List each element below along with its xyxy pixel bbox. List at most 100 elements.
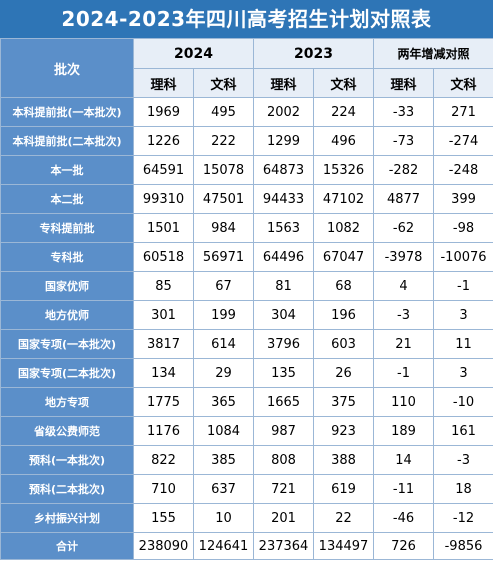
table-cell: -10076 <box>432 242 493 272</box>
batch-name: 专科提前批 <box>0 213 134 243</box>
arts-header-2024: 文科 <box>193 68 254 98</box>
arts-header-diff: 文科 <box>432 68 493 98</box>
table-cell: -1 <box>432 271 493 301</box>
table-cell: 67047 <box>313 242 374 272</box>
table-cell: 365 <box>193 387 254 417</box>
table-row: 地方优师 301 199 304 196 -3 3 <box>0 300 493 330</box>
table-cell: 1665 <box>253 387 314 417</box>
table-cell: 22 <box>313 503 374 533</box>
table-cell: -11 <box>373 474 434 504</box>
table-cell: 201 <box>253 503 314 533</box>
table-cell: 399 <box>432 184 493 214</box>
table-cell: 1226 <box>133 126 194 156</box>
batch-name: 合计 <box>0 532 134 560</box>
table-cell: 60518 <box>133 242 194 272</box>
batch-header: 批次 <box>0 38 134 98</box>
year-2023-header: 2023 <box>253 38 374 69</box>
table-cell: -33 <box>373 97 434 127</box>
table-cell: 81 <box>253 271 314 301</box>
table-cell: 388 <box>313 445 374 475</box>
table-row: 本科提前批(一本批次) 1969 495 2002 224 -33 271 <box>0 97 493 127</box>
table-cell: 4877 <box>373 184 434 214</box>
table-cell: 222 <box>193 126 254 156</box>
table-cell: 134497 <box>313 532 374 560</box>
table-cell: -10 <box>432 387 493 417</box>
table-cell: -98 <box>432 213 493 243</box>
table-cell: 3 <box>432 300 493 330</box>
table-row: 预科(一本批次) 822 385 808 388 14 -3 <box>0 445 493 475</box>
table-cell: 603 <box>313 329 374 359</box>
table-cell: 68 <box>313 271 374 301</box>
table-cell: 375 <box>313 387 374 417</box>
table-cell: 4 <box>373 271 434 301</box>
table-row: 预科(二本批次) 710 637 721 619 -11 18 <box>0 474 493 504</box>
batch-name: 预科(二本批次) <box>0 474 134 504</box>
table-cell: 67 <box>193 271 254 301</box>
table-cell: -3 <box>373 300 434 330</box>
table-cell: -248 <box>432 155 493 185</box>
batch-name: 乡村振兴计划 <box>0 503 134 533</box>
table-cell: 1084 <box>193 416 254 446</box>
table-cell: 134 <box>133 358 194 388</box>
table-cell: 1176 <box>133 416 194 446</box>
table-cell: 1082 <box>313 213 374 243</box>
table-cell: 614 <box>193 329 254 359</box>
table-cell: 923 <box>313 416 374 446</box>
table-row: 省级公费师范 1176 1084 987 923 189 161 <box>0 416 493 446</box>
table-row: 本一批 64591 15078 64873 15326 -282 -248 <box>0 155 493 185</box>
table-cell: 64873 <box>253 155 314 185</box>
table-cell: 822 <box>133 445 194 475</box>
science-header-2024: 理科 <box>133 68 194 98</box>
table-cell: -46 <box>373 503 434 533</box>
table-cell: 304 <box>253 300 314 330</box>
table-cell: 271 <box>432 97 493 127</box>
table-cell: 29 <box>193 358 254 388</box>
batch-name: 地方专项 <box>0 387 134 417</box>
table-row: 乡村振兴计划 155 10 201 22 -46 -12 <box>0 503 493 533</box>
page-title: 2024-2023年四川高考招生计划对照表 <box>0 0 493 38</box>
batch-name: 本一批 <box>0 155 134 185</box>
table-row: 合计 238090 124641 237364 134497 726 -9856 <box>0 532 493 560</box>
table-cell: 224 <box>313 97 374 127</box>
table-cell: 21 <box>373 329 434 359</box>
table-row: 国家优师 85 67 81 68 4 -1 <box>0 271 493 301</box>
table-cell: 155 <box>133 503 194 533</box>
table-cell: 987 <box>253 416 314 446</box>
table-row: 专科提前批 1501 984 1563 1082 -62 -98 <box>0 213 493 243</box>
table-cell: -3978 <box>373 242 434 272</box>
batch-name: 本科提前批(一本批次) <box>0 97 134 127</box>
table-cell: -274 <box>432 126 493 156</box>
table-cell: -1 <box>373 358 434 388</box>
table-cell: -9856 <box>432 532 493 560</box>
table-cell: 637 <box>193 474 254 504</box>
table-cell: 726 <box>373 532 434 560</box>
batch-name: 国家专项(一本批次) <box>0 329 134 359</box>
science-header-2023: 理科 <box>253 68 314 98</box>
table-cell: 10 <box>193 503 254 533</box>
table-cell: 1775 <box>133 387 194 417</box>
table-row: 本科提前批(二本批次) 1226 222 1299 496 -73 -274 <box>0 126 493 156</box>
table-row: 地方专项 1775 365 1665 375 110 -10 <box>0 387 493 417</box>
table-cell: 26 <box>313 358 374 388</box>
table-cell: 721 <box>253 474 314 504</box>
table-row: 国家专项(二本批次) 134 29 135 26 -1 3 <box>0 358 493 388</box>
table-cell: 15078 <box>193 155 254 185</box>
table-cell: 110 <box>373 387 434 417</box>
table-cell: 64591 <box>133 155 194 185</box>
table-row: 国家专项(一本批次) 3817 614 3796 603 21 11 <box>0 329 493 359</box>
table-cell: 135 <box>253 358 314 388</box>
table-cell: 3817 <box>133 329 194 359</box>
table-cell: 1563 <box>253 213 314 243</box>
table-cell: 301 <box>133 300 194 330</box>
table-row: 本二批 99310 47501 94433 47102 4877 399 <box>0 184 493 214</box>
table-cell: 47501 <box>193 184 254 214</box>
batch-name: 国家优师 <box>0 271 134 301</box>
table-row: 专科批 60518 56971 64496 67047 -3978 -10076 <box>0 242 493 272</box>
table-cell: 1969 <box>133 97 194 127</box>
plan-table: 批次 2024 2023 两年增减对照 理科 文科 理科 文科 理科 文科 本科… <box>0 38 493 560</box>
table-cell: 85 <box>133 271 194 301</box>
table-cell: 1501 <box>133 213 194 243</box>
table-cell: 2002 <box>253 97 314 127</box>
batch-name: 预科(一本批次) <box>0 445 134 475</box>
table-cell: -12 <box>432 503 493 533</box>
